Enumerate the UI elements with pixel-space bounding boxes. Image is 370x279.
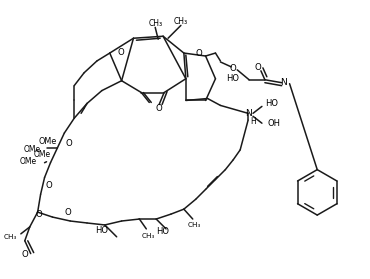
- Text: O: O: [255, 63, 261, 72]
- Text: N: N: [245, 109, 252, 118]
- Text: OMe: OMe: [38, 138, 56, 146]
- Text: HO: HO: [157, 227, 169, 236]
- Text: O: O: [230, 64, 237, 73]
- Text: CH₃: CH₃: [4, 234, 17, 240]
- Text: CH₃: CH₃: [188, 222, 201, 228]
- Text: CH₃: CH₃: [142, 233, 155, 239]
- Text: HO: HO: [265, 99, 278, 108]
- Text: O: O: [117, 47, 124, 57]
- Text: OH: OH: [268, 119, 281, 128]
- Text: OMe: OMe: [20, 157, 37, 166]
- Text: O: O: [66, 140, 73, 148]
- Text: CH₃: CH₃: [148, 19, 162, 28]
- Text: OMe: OMe: [23, 145, 41, 154]
- Text: OMe: OMe: [33, 150, 50, 159]
- Text: O: O: [35, 210, 42, 218]
- Text: H: H: [250, 117, 256, 126]
- Text: O: O: [65, 208, 72, 217]
- Text: O: O: [156, 104, 162, 113]
- Text: HO: HO: [95, 226, 108, 235]
- Text: O: O: [45, 181, 52, 190]
- Text: CH₃: CH₃: [174, 17, 188, 26]
- Text: HO: HO: [226, 74, 239, 83]
- Text: O: O: [21, 250, 28, 259]
- Text: O: O: [195, 49, 202, 57]
- Text: N: N: [280, 78, 287, 87]
